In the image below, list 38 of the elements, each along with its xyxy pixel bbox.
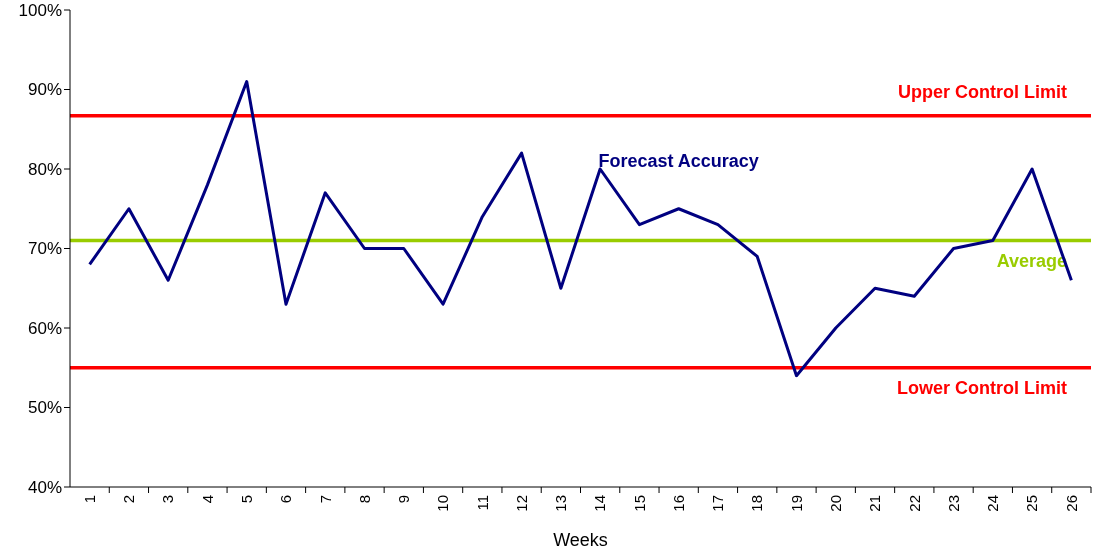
- x-tick-label: 17: [709, 495, 727, 512]
- ref-line-label: Lower Control Limit: [897, 377, 1067, 398]
- y-tick-label: 70%: [27, 239, 62, 259]
- y-tick-label: 80%: [27, 159, 62, 179]
- x-tick-label: 3: [159, 495, 177, 504]
- y-tick-label: 90%: [27, 80, 62, 100]
- x-tick-label: 24: [984, 495, 1002, 512]
- ref-line-label: Upper Control Limit: [898, 81, 1067, 102]
- x-tick-label: 6: [277, 495, 295, 504]
- x-tick-label: 8: [355, 495, 373, 504]
- x-tick-label: 20: [827, 495, 844, 512]
- x-tick-label: 15: [630, 495, 648, 512]
- x-tick-label: 19: [787, 495, 805, 512]
- y-tick-label: 40%: [27, 477, 62, 497]
- series-label: Forecast Accuracy: [598, 151, 759, 171]
- x-tick-label: 1: [80, 495, 98, 504]
- x-tick-label: 12: [512, 495, 530, 512]
- y-tick-label: 50%: [27, 398, 62, 418]
- x-tick-label: 2: [120, 495, 138, 504]
- x-tick-label: 22: [905, 495, 923, 512]
- x-tick-label: 4: [198, 495, 216, 504]
- x-tick-label: 14: [591, 495, 609, 512]
- y-tick-label: 100%: [18, 0, 62, 20]
- x-tick-label: 5: [237, 495, 255, 504]
- x-tick-label: 13: [552, 495, 570, 512]
- x-tick-label: 16: [669, 495, 687, 512]
- x-tick-label: 21: [866, 495, 884, 512]
- line-series: [88, 80, 1073, 378]
- x-tick-label: 18: [748, 495, 766, 512]
- x-tick-label: 10: [434, 495, 452, 512]
- x-tick-label: 25: [1023, 495, 1041, 512]
- x-tick-label: 11: [473, 495, 491, 511]
- x-tick-label: 7: [316, 495, 334, 504]
- x-axis-title: Weeks: [553, 530, 608, 550]
- x-tick-label: 9: [395, 495, 413, 504]
- y-tick-label: 60%: [27, 318, 62, 338]
- x-tick-label: 26: [1062, 495, 1080, 512]
- x-tick-label: 23: [944, 495, 962, 512]
